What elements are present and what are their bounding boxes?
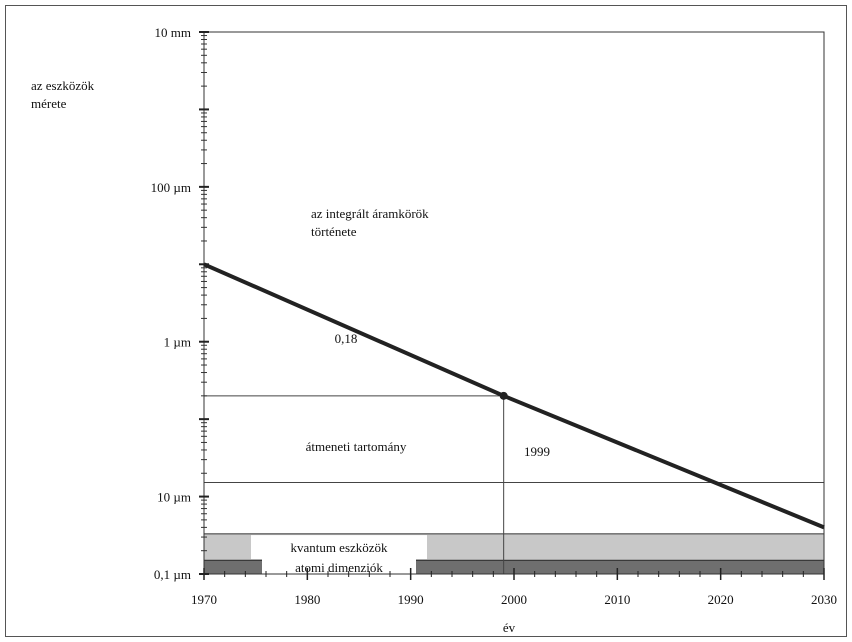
chart-frame: kvantum eszközök atomi dimenziók az eszkö…: [5, 5, 847, 637]
marker-y-label: 0,18: [335, 331, 358, 346]
transition-annotation: átmeneti tartomány: [306, 439, 407, 454]
y-tick-label: 100 µm: [151, 180, 191, 195]
y-tick-label: 1 µm: [164, 335, 191, 350]
y-axis-label-line1: az eszközök: [31, 78, 95, 93]
x-tick-label: 2030: [811, 592, 837, 607]
x-tick-label: 2010: [604, 592, 630, 607]
y-tick-label: 10 µm: [157, 490, 191, 505]
x-axis-label: év: [503, 620, 516, 635]
x-tick-label: 2020: [708, 592, 734, 607]
history-annotation-line2: története: [311, 224, 357, 239]
band-label-0: kvantum eszközök: [290, 540, 388, 555]
x-tick-label: 1990: [398, 592, 424, 607]
band-label-box-0: [251, 535, 427, 560]
history-annotation-line1: az integrált áramkörök: [311, 206, 429, 221]
marker-point: [499, 391, 508, 400]
band-label-1: atomi dimenziók: [295, 560, 383, 575]
y-axis-label-line2: mérete: [31, 96, 67, 111]
x-tick-label: 2000: [501, 592, 527, 607]
chart-svg: kvantum eszközök atomi dimenziók az eszkö…: [31, 25, 837, 635]
x-tick-label: 1970: [191, 592, 217, 607]
y-tick-label: 10 mm: [155, 25, 191, 40]
y-tick-label: 0,1 µm: [154, 567, 191, 582]
marker-x-label: 1999: [524, 444, 550, 459]
x-tick-label: 1980: [294, 592, 320, 607]
